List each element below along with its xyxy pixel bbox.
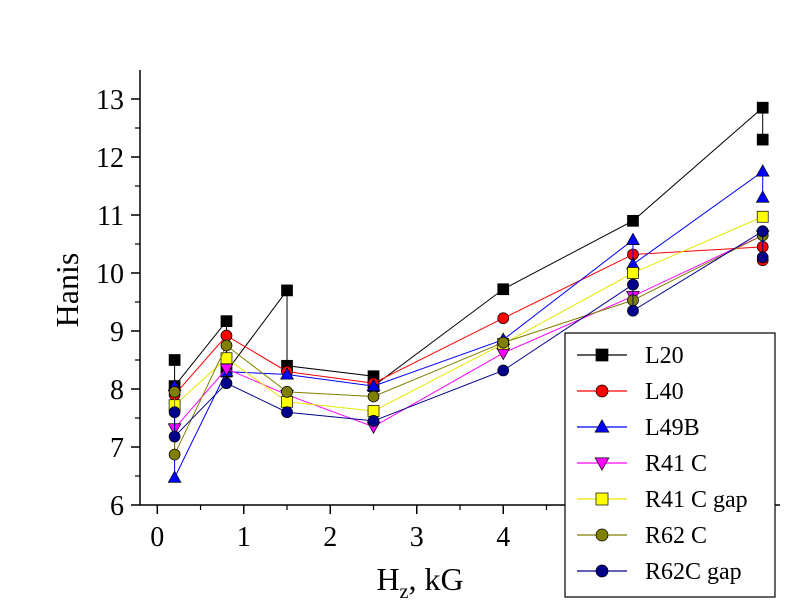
legend-label-l49b: L49B	[645, 415, 700, 441]
data-point-r62c-gap	[281, 406, 293, 419]
data-point-l40	[497, 312, 510, 325]
data-point-r41-c-gap	[281, 395, 293, 408]
data-point-r41-c-gap	[367, 405, 380, 417]
data-point-r62-c	[168, 448, 181, 461]
data-point-r62c-gap	[220, 377, 233, 390]
legend-marker-r62c-gap	[595, 564, 609, 578]
x-tick-label: 0	[150, 522, 164, 553]
x-tick-label: 1	[237, 522, 251, 553]
data-point-r62c-gap	[627, 278, 639, 291]
data-point-r62-c	[220, 339, 233, 352]
y-tick-label: 6	[110, 491, 124, 522]
data-point-r41-c-gap	[756, 210, 769, 223]
series-r62c-gap	[168, 225, 769, 443]
data-point-l20	[281, 284, 293, 297]
legend-marker-r62-c	[595, 528, 609, 542]
legend-label-r62-c: R62 C	[645, 523, 707, 549]
legend-marker-r41-c-gap	[595, 492, 609, 506]
legend-label-r41-c-gap: R41 C gap	[645, 487, 748, 513]
data-point-r62c-gap	[627, 304, 639, 317]
legend-label-l40: L40	[645, 379, 684, 405]
data-point-r41-c	[496, 348, 511, 361]
data-point-l20	[497, 283, 510, 296]
series-layer	[167, 101, 770, 483]
data-point-r62-c	[497, 336, 510, 349]
data-point-r62-c	[168, 386, 181, 398]
data-point-l49b	[280, 367, 294, 380]
x-axis-title-main: H	[376, 561, 399, 597]
data-point-r62c-gap	[367, 415, 380, 427]
y-tick-label: 12	[96, 143, 124, 174]
legend-marker-l49b	[594, 419, 610, 433]
x-tick-label: 3	[410, 522, 424, 553]
x-axis-title-rest: , kG	[408, 561, 463, 597]
data-point-r62c-gap	[756, 251, 769, 264]
data-point-l20	[627, 214, 639, 227]
legend-marker-r41-c	[594, 457, 610, 471]
x-tick-label: 4	[496, 522, 510, 553]
data-point-l40	[220, 329, 233, 342]
data-point-l49b	[755, 190, 770, 203]
series-line-r62c-gap	[174, 230, 764, 438]
x-axis-title: Hz, kG	[376, 561, 463, 603]
data-point-l49b	[755, 164, 770, 177]
data-point-r62c-gap	[497, 364, 510, 377]
y-tick-label: 13	[96, 85, 124, 116]
data-point-r62c-gap	[168, 430, 181, 443]
data-point-r62-c	[367, 390, 380, 403]
legend-marker-l40	[595, 384, 609, 398]
data-point-l49b	[167, 470, 182, 483]
legend: L20 L40 L49B R41 C R41 C gap R62 C R62C gap	[564, 332, 776, 598]
legend-label-r41-c: R41 C	[645, 451, 707, 477]
y-tick-label: 9	[110, 317, 124, 348]
series-line-l49b	[174, 170, 764, 478]
legend-marker-l20	[595, 348, 609, 362]
data-point-l20	[756, 101, 769, 114]
legend-label-r62c-gap: R62C gap	[645, 559, 742, 585]
series-line-l40	[174, 246, 764, 396]
data-point-r62-c	[281, 386, 293, 398]
x-tick-label: 2	[323, 522, 337, 553]
y-tick-label: 8	[110, 375, 124, 406]
data-point-r62c-gap	[756, 225, 769, 238]
data-point-l20	[220, 315, 233, 327]
y-tick-label: 10	[96, 259, 124, 290]
data-point-r41-c-gap	[220, 352, 233, 365]
data-point-r41-c-gap	[627, 267, 639, 279]
series-line-r62-c	[174, 234, 763, 455]
y-tick-label: 7	[110, 433, 124, 464]
x-axis-title-sub: z	[400, 581, 409, 603]
legend-label-l20: L20	[645, 343, 684, 369]
data-point-r62c-gap	[168, 406, 181, 419]
data-point-l49b	[626, 232, 640, 245]
data-point-l20	[756, 133, 769, 146]
y-axis-title: Hanis	[49, 253, 85, 328]
y-tick-label: 11	[97, 201, 124, 232]
data-point-l20	[168, 354, 181, 366]
series-line-l20	[174, 106, 764, 388]
